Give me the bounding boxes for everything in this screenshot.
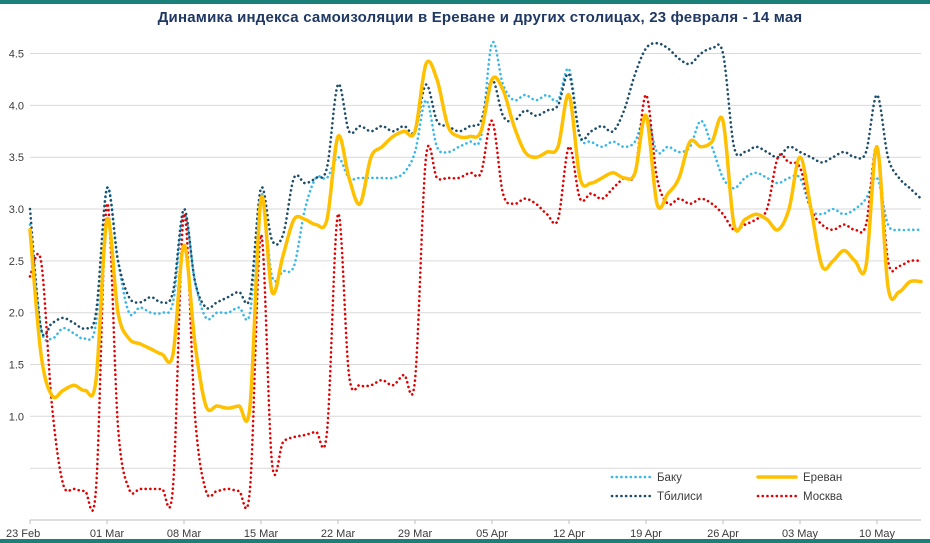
bottom-border xyxy=(0,539,930,543)
series-line-Баку xyxy=(28,40,923,342)
y-tick-label: 4.0 xyxy=(9,100,24,112)
x-tick-label: 03 May xyxy=(782,528,819,540)
x-tick-label: 12 Apr xyxy=(553,528,585,540)
series-line-Москва xyxy=(28,93,923,512)
y-tick-label: 1.0 xyxy=(9,411,24,423)
y-axis-labels: 1.0 1.5 2.0 2.5 3.0 3.5 4.0 4.5 xyxy=(9,49,24,424)
gridlines xyxy=(30,53,921,469)
legend-label-Ереван: Ереван xyxy=(803,472,842,484)
y-tick-label: 3.0 xyxy=(9,204,24,216)
legend-label-Тбилиси: Тбилиси xyxy=(657,491,702,503)
x-tick-label: 05 Apr xyxy=(476,528,508,540)
y-tick-label: 2.5 xyxy=(9,256,24,268)
top-border xyxy=(0,0,930,4)
y-tick-label: 2.0 xyxy=(9,308,24,320)
legend: Баку Ереван Тбилиси Москва xyxy=(610,472,843,503)
x-tick-label: 10 May xyxy=(859,528,896,540)
x-axis: 23 Feb 01 Mar 08 Mar 15 Mar 22 Mar 29 Mar 05 A… xyxy=(6,519,921,540)
x-tick-label: 22 Mar xyxy=(321,528,356,540)
series-line-Тбилиси xyxy=(28,41,923,337)
x-tick-label: 01 Mar xyxy=(90,528,125,540)
x-tick-label: 19 Apr xyxy=(630,528,662,540)
x-tick-label: 26 Apr xyxy=(707,528,739,540)
y-tick-label: 1.5 xyxy=(9,360,24,372)
page-title: Динамика индекса самоизоляции в Ереване … xyxy=(157,9,803,26)
series-line-Ереван xyxy=(28,59,923,423)
y-tick-label: 3.5 xyxy=(9,152,24,164)
series-lines xyxy=(28,40,923,512)
x-tick-label: 15 Mar xyxy=(244,528,279,540)
y-tick-label: 4.5 xyxy=(9,49,24,61)
legend-label-Москва: Москва xyxy=(803,491,843,503)
x-tick-label: 23 Feb xyxy=(6,528,40,540)
x-tick-label: 08 Mar xyxy=(167,528,202,540)
legend-label-Баку: Баку xyxy=(657,472,682,484)
x-tick-label: 29 Mar xyxy=(398,528,433,540)
